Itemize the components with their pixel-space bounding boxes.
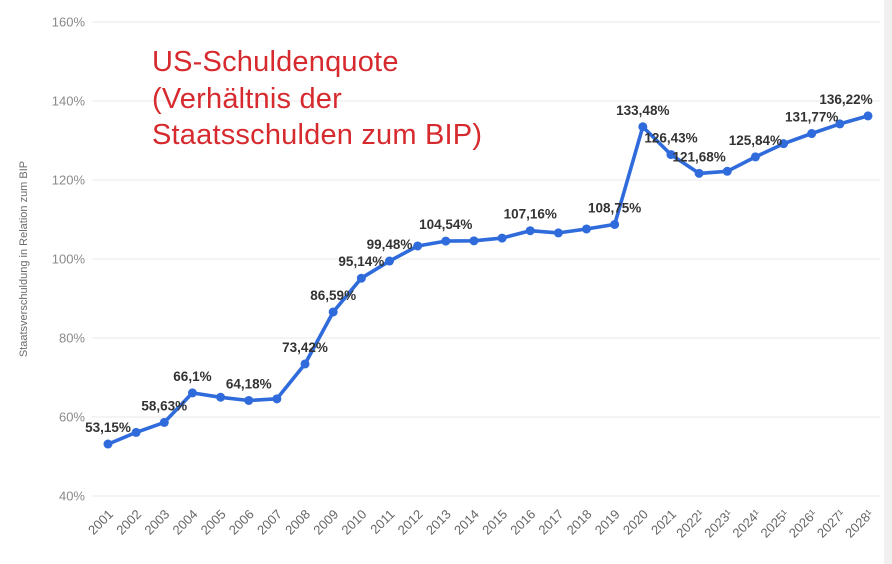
point-label: 126,43% bbox=[644, 131, 697, 146]
x-tick-label: 2028¹ bbox=[842, 506, 877, 541]
gridlines bbox=[92, 21, 880, 497]
data-point[interactable] bbox=[216, 392, 226, 402]
x-axis-ticks: 2001200220032004200520062007200820092010… bbox=[85, 506, 877, 541]
y-tick-label: 160% bbox=[52, 15, 86, 30]
point-label: 104,54% bbox=[419, 217, 472, 232]
data-point[interactable] bbox=[553, 228, 563, 238]
point-label: 108,75% bbox=[588, 200, 641, 215]
x-tick-label: 2013 bbox=[423, 507, 454, 538]
x-tick-label: 2016 bbox=[507, 507, 538, 538]
x-tick-label: 2001 bbox=[85, 507, 116, 538]
chart-title: US-Schuldenquote (Verhältnis der Staatss… bbox=[152, 44, 482, 154]
point-labels: 53,15% 58,63% 66,1% 64,18% 73,42% 86,59% 95,14… bbox=[85, 92, 873, 435]
data-point[interactable] bbox=[610, 219, 620, 229]
x-tick-label: 2021 bbox=[648, 507, 679, 538]
x-tick-label: 2022¹ bbox=[673, 506, 708, 541]
y-tick-label: 60% bbox=[59, 410, 85, 425]
data-point[interactable] bbox=[328, 307, 338, 317]
x-tick-label: 2026¹ bbox=[786, 506, 821, 541]
data-point[interactable] bbox=[131, 427, 141, 437]
x-tick-label: 2018 bbox=[564, 507, 595, 538]
x-tick-label: 2014 bbox=[451, 507, 482, 538]
data-point[interactable] bbox=[272, 394, 282, 404]
data-point[interactable] bbox=[666, 150, 676, 160]
point-label: 133,48% bbox=[616, 103, 669, 118]
x-tick-label: 2010 bbox=[338, 507, 369, 538]
data-point[interactable] bbox=[384, 256, 394, 266]
data-point[interactable] bbox=[469, 236, 479, 246]
x-tick-label: 2005 bbox=[198, 507, 229, 538]
point-label: 125,84% bbox=[729, 133, 782, 148]
data-point[interactable] bbox=[835, 119, 845, 129]
data-point[interactable] bbox=[807, 129, 817, 139]
point-label: 131,77% bbox=[785, 110, 838, 125]
point-label: 86,59% bbox=[310, 288, 356, 303]
y-tick-label: 40% bbox=[59, 489, 85, 504]
point-label: 66,1% bbox=[173, 369, 211, 384]
y-tick-label: 80% bbox=[59, 331, 85, 346]
x-tick-label: 2007 bbox=[254, 507, 285, 538]
x-tick-label: 2027¹ bbox=[814, 506, 849, 541]
point-label: 99,48% bbox=[367, 237, 413, 252]
data-line bbox=[106, 114, 870, 446]
data-point[interactable] bbox=[103, 439, 113, 449]
x-tick-label: 2019 bbox=[592, 507, 623, 538]
y-tick-label: 120% bbox=[52, 173, 86, 188]
data-points bbox=[103, 111, 873, 449]
data-point[interactable] bbox=[582, 224, 592, 234]
x-tick-label: 2003 bbox=[141, 507, 172, 538]
data-point[interactable] bbox=[750, 152, 760, 162]
data-point[interactable] bbox=[497, 233, 507, 243]
data-point[interactable] bbox=[244, 395, 254, 405]
data-point[interactable] bbox=[525, 226, 535, 236]
point-label: 58,63% bbox=[141, 398, 187, 413]
data-point[interactable] bbox=[694, 168, 704, 178]
x-tick-label: 2009 bbox=[310, 507, 341, 538]
data-point[interactable] bbox=[779, 139, 789, 149]
x-tick-label: 2004 bbox=[170, 507, 201, 538]
data-point[interactable] bbox=[187, 388, 197, 398]
point-label: 136,22% bbox=[819, 92, 872, 107]
point-label: 64,18% bbox=[226, 376, 272, 391]
x-tick-label: 2011 bbox=[367, 507, 397, 537]
point-label: 73,42% bbox=[282, 340, 328, 355]
point-label: 95,14% bbox=[338, 254, 384, 269]
x-tick-label: 2023¹ bbox=[701, 506, 736, 541]
data-point[interactable] bbox=[356, 273, 366, 283]
y-tick-label: 100% bbox=[52, 252, 86, 267]
x-tick-label: 2024¹ bbox=[729, 506, 764, 541]
x-tick-label: 2006 bbox=[226, 507, 257, 538]
chart-title-line-3: Staatsschulden zum BIP) bbox=[152, 119, 483, 152]
y-tick-label: 140% bbox=[52, 94, 86, 109]
point-label: 107,16% bbox=[504, 207, 557, 222]
data-point[interactable] bbox=[722, 166, 732, 176]
data-point[interactable] bbox=[441, 236, 451, 246]
x-tick-label: 2008 bbox=[282, 507, 313, 538]
data-point[interactable] bbox=[638, 122, 648, 132]
data-point[interactable] bbox=[413, 241, 423, 251]
y-axis-title: Staatsverschuldung in Relation zum BIP bbox=[18, 161, 30, 357]
chart-title-line-1: US-Schuldenquote bbox=[152, 46, 399, 78]
data-point[interactable] bbox=[300, 359, 310, 369]
x-tick-label: 2012 bbox=[395, 507, 426, 538]
chart-title-line-2: (Verhältnis der bbox=[152, 82, 342, 115]
data-point[interactable] bbox=[863, 111, 873, 121]
x-tick-label: 2002 bbox=[113, 507, 144, 538]
point-label: 121,68% bbox=[672, 149, 725, 164]
point-label: 53,15% bbox=[85, 420, 131, 435]
x-tick-label: 2020 bbox=[620, 507, 651, 538]
x-tick-label: 2015 bbox=[479, 507, 510, 538]
data-point[interactable] bbox=[159, 417, 169, 427]
x-tick-label: 2025¹ bbox=[758, 506, 793, 541]
y-axis-ticks: 40% 60% 80% 100% 120% 140% 160% bbox=[52, 15, 86, 504]
scrollbar-track[interactable] bbox=[884, 0, 892, 564]
x-tick-label: 2017 bbox=[535, 507, 566, 538]
